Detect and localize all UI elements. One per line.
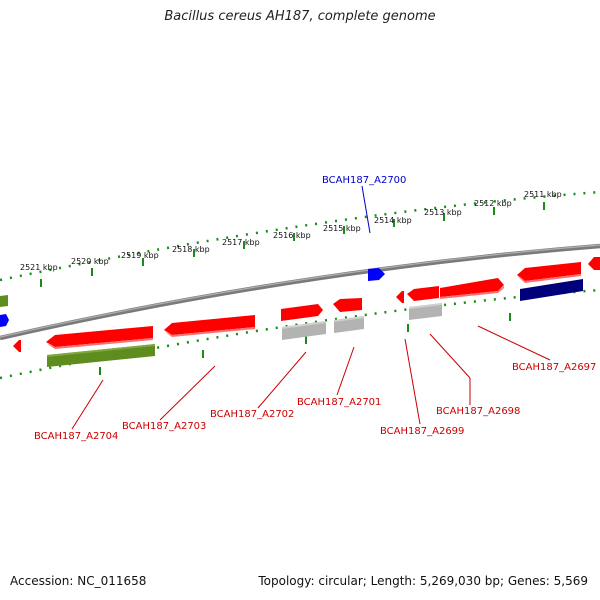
gene-label[interactable]: BCAH187_A2697 — [512, 362, 596, 373]
gene-arrow[interactable] — [164, 315, 255, 335]
kbp-label: 2515 kbp — [323, 224, 361, 233]
label-leaders — [71, 185, 551, 430]
kbp-label: 2517 kbp — [222, 238, 260, 247]
gene-arrow[interactable] — [0, 295, 8, 307]
gene-shadow — [517, 274, 581, 283]
leader-line — [159, 365, 216, 421]
map-title: Bacillus cereus AH187, complete genome — [164, 9, 436, 24]
gene-arrow[interactable] — [520, 279, 583, 301]
leader-line — [257, 351, 307, 409]
leader-line — [71, 379, 104, 430]
gene-arrow[interactable] — [368, 268, 385, 281]
gene-arrow[interactable] — [407, 286, 439, 301]
gene-arrow[interactable] — [281, 304, 323, 321]
accession-label: Accession: NC_011658 — [10, 574, 147, 588]
gene-arrow[interactable] — [517, 262, 581, 281]
gene-arrow[interactable] — [396, 291, 404, 303]
forward-genes — [0, 257, 600, 307]
gene-arrow[interactable] — [46, 326, 153, 347]
kbp-label: 2516 kbp — [273, 231, 311, 240]
kbp-label: 2514 kbp — [374, 216, 412, 225]
leader-line — [477, 325, 551, 361]
kbp-label: 2520 kbp — [71, 257, 109, 266]
gene-label[interactable]: BCAH187_A2703 — [122, 421, 206, 432]
gene-arrow[interactable] — [13, 340, 21, 352]
kbp-label: 2513 kbp — [424, 208, 462, 217]
gene-label[interactable]: BCAH187_A2702 — [210, 409, 294, 420]
gene-shadow — [164, 327, 255, 337]
gene-shadow — [334, 316, 364, 322]
gene-arrow[interactable] — [440, 278, 504, 297]
gene-label[interactable]: BCAH187_A2704 — [34, 431, 118, 442]
gene-label[interactable]: BCAH187_A2701 — [297, 397, 381, 408]
gene-arrow[interactable] — [47, 344, 155, 367]
gene-arrow[interactable] — [588, 257, 600, 270]
gene-arrow[interactable] — [333, 298, 362, 312]
gene-shadow — [282, 321, 326, 329]
kbp-label: 2511 kbp — [524, 190, 562, 199]
gene-label[interactable]: BCAH187_A2700 — [322, 175, 406, 186]
gene-shadow — [440, 286, 504, 299]
gene-labels: BCAH187_A2700 BCAH187_A2704 BCAH187_A270… — [34, 175, 596, 442]
kbp-label: 2519 kbp — [121, 251, 159, 260]
kbp-label: 2521 kbp — [20, 263, 58, 272]
genome-backbone — [0, 243, 600, 341]
genome-summary: Topology: circular; Length: 5,269,030 bp… — [258, 574, 588, 588]
reverse-genes — [0, 262, 581, 367]
gene-shadow — [409, 303, 442, 309]
genome-backbone-highlight — [0, 244, 600, 338]
inner-major-ticks — [99, 313, 511, 375]
leader-line — [361, 185, 371, 234]
kbp-labels: 2521 kbp 2520 kbp 2519 kbp 2518 kbp 2517… — [20, 190, 562, 272]
gene-shadow — [46, 338, 153, 349]
leader-line — [404, 338, 421, 425]
gene-arrow[interactable] — [0, 314, 9, 327]
leader-line — [336, 346, 355, 396]
kbp-label: 2512 kbp — [474, 199, 512, 208]
gene-shadow — [47, 344, 155, 357]
gene-label[interactable]: BCAH187_A2698 — [436, 406, 520, 417]
kbp-label: 2518 kbp — [172, 245, 210, 254]
leader-line — [429, 333, 471, 379]
outer-major-ticks — [40, 202, 545, 287]
gene-label[interactable]: BCAH187_A2699 — [380, 426, 464, 437]
